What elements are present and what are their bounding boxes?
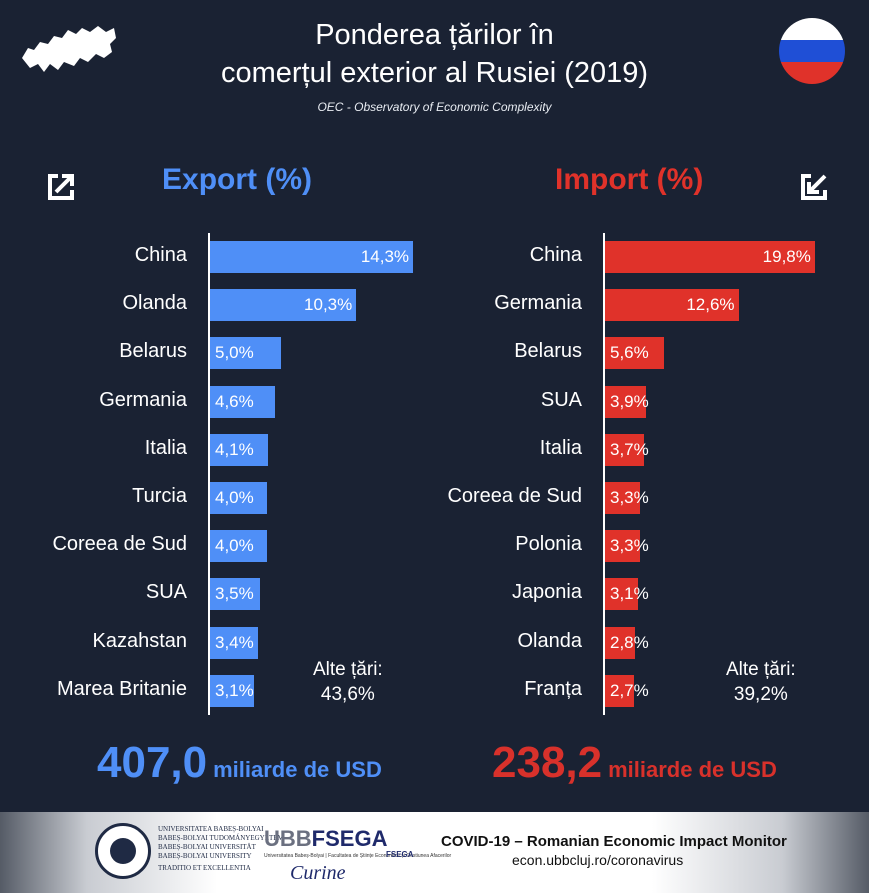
monitor-url-link[interactable]: econ.ubbcluj.ro/coronavirus [512, 852, 684, 868]
univ-line: BABEȘ-BOLYAI UNIVERSITY [158, 852, 252, 860]
export-value-label: 4,0% [215, 488, 254, 507]
export-value-label: 3,5% [215, 584, 254, 604]
import-axis-line [603, 233, 605, 715]
import-category-label: SUA [540, 388, 582, 411]
univ-line: BABEȘ-BOLYAI UNIVERSITÄT [158, 843, 256, 851]
import-category-label: Olanda [517, 629, 583, 652]
import-value-label: 3,7% [610, 439, 649, 459]
title-line-1: Ponderea țărilor în [315, 19, 554, 51]
export-bar [210, 385, 276, 418]
import-value-label: 12,6% [686, 295, 735, 315]
export-category-label: Germania [99, 388, 187, 411]
export-axis-line [208, 233, 210, 715]
export-bar [210, 433, 269, 466]
import-other-label: Alte țări: [726, 659, 796, 680]
import-value-label: 5,6% [610, 343, 649, 363]
export-panel-title: Export (%) [162, 163, 312, 196]
import-category-label: Polonia [515, 533, 582, 556]
import-value-label: 3,3% [610, 488, 649, 507]
import-value-label: 2,7% [610, 680, 649, 700]
source-note: OEC - Observatory of Economic Complexity [317, 100, 552, 114]
russia-flag-icon [779, 18, 845, 84]
export-other-value: 43,6% [320, 684, 375, 705]
import-bar [605, 674, 634, 707]
import-category-label: Franța [524, 677, 582, 700]
import-bar [605, 433, 645, 466]
export-category-label: SUA [145, 581, 187, 604]
export-bar [210, 482, 267, 514]
import-value-label: 3,1% [610, 584, 649, 604]
university-names: UNIVERSITATEA BABEȘ-BOLYAI BABEȘ-BOLYAI … [158, 825, 284, 873]
export-total: 407,0 miliarde de USD [97, 738, 382, 788]
import-bar [605, 241, 815, 273]
chart-title: Ponderea țărilor în comerțul exterior al… [0, 16, 869, 92]
import-category-label: Italia [539, 436, 582, 459]
export-bar [210, 578, 260, 611]
export-bar [210, 241, 414, 273]
monitor-title: COVID-19 – Romanian Economic Impact Moni… [441, 833, 787, 850]
import-bar [605, 530, 640, 563]
ubb-fsega-logo: UBBFSEGA [264, 826, 387, 852]
title-line-2: comerțul exterior al Rusiei (2019) [220, 57, 649, 89]
export-category-label: China [134, 244, 187, 266]
export-other-label: Alte țări: [313, 659, 383, 680]
import-bar [605, 289, 739, 322]
export-bar [210, 674, 255, 707]
fsega-text: FSEGA [311, 826, 388, 851]
export-value-label: 4,1% [215, 439, 254, 459]
import-category-label: China [529, 244, 582, 266]
univ-line: BABEȘ-BOLYAI TUDOMÁNYEGYETEM [158, 834, 284, 842]
import-panel-title: Import (%) [555, 163, 704, 196]
export-value-label: 4,0% [215, 536, 254, 556]
import-arrow-icon [799, 172, 829, 202]
export-total-value: 407,0 [97, 738, 208, 787]
export-category-label: Italia [144, 436, 187, 459]
export-category-label: Turcia [132, 485, 187, 507]
univ-motto: TRADITIO ET EXCELLENTIA [158, 864, 251, 872]
import-bar [605, 337, 665, 370]
export-value-label: 3,4% [215, 632, 254, 652]
ubb-subtitle: Universitatea Babeș-Bolyai | Facultatea … [264, 853, 452, 859]
export-bar [210, 337, 281, 370]
import-value-label: 3,9% [610, 391, 649, 411]
import-value-label: 2,8% [610, 632, 649, 652]
import-other-value: 39,2% [733, 684, 788, 705]
export-category-label: Kazahstan [92, 629, 187, 652]
export-category-label: Olanda [122, 292, 188, 315]
export-bar [210, 626, 259, 659]
import-bar [605, 482, 640, 514]
russia-map-icon [18, 18, 118, 78]
export-arrow-icon [46, 172, 76, 202]
export-category-label: Coreea de Sud [52, 533, 187, 556]
cursive-logo: Curine [290, 862, 346, 884]
export-value-label: 10,3% [304, 295, 353, 315]
import-category-label: Belarus [514, 340, 582, 363]
ubb-text: UBB [264, 826, 312, 851]
import-category-label: Coreea de Sud [447, 485, 582, 507]
import-total-value: 238,2 [492, 738, 603, 787]
export-value-label: 5,0% [215, 343, 254, 363]
export-bar [210, 530, 267, 563]
export-category-label: Belarus [119, 340, 187, 363]
import-bar [605, 626, 635, 659]
import-other-countries: Alte țări: 39,2% [726, 657, 796, 707]
export-total-unit: miliarde de USD [213, 757, 382, 782]
import-category-label: Japonia [511, 581, 582, 604]
import-value-label: 3,3% [610, 536, 649, 556]
export-bar [210, 289, 357, 322]
import-total: 238,2 miliarde de USD [492, 738, 777, 788]
seal-center-icon [110, 838, 136, 864]
import-total-unit: miliarde de USD [608, 757, 777, 782]
univ-line: UNIVERSITATEA BABEȘ-BOLYAI [158, 825, 264, 833]
export-other-countries: Alte țări: 43,6% [313, 657, 383, 707]
export-value-label: 14,3% [360, 247, 410, 266]
fsega-badge: FSEGA [386, 850, 414, 859]
import-value-label: 19,8% [762, 247, 811, 266]
import-bar [605, 385, 647, 418]
export-value-label: 3,1% [215, 680, 254, 700]
import-bar [605, 578, 638, 611]
export-value-label: 4,6% [215, 391, 254, 411]
export-category-label: Marea Britanie [56, 677, 187, 700]
import-category-label: Germania [494, 292, 582, 315]
